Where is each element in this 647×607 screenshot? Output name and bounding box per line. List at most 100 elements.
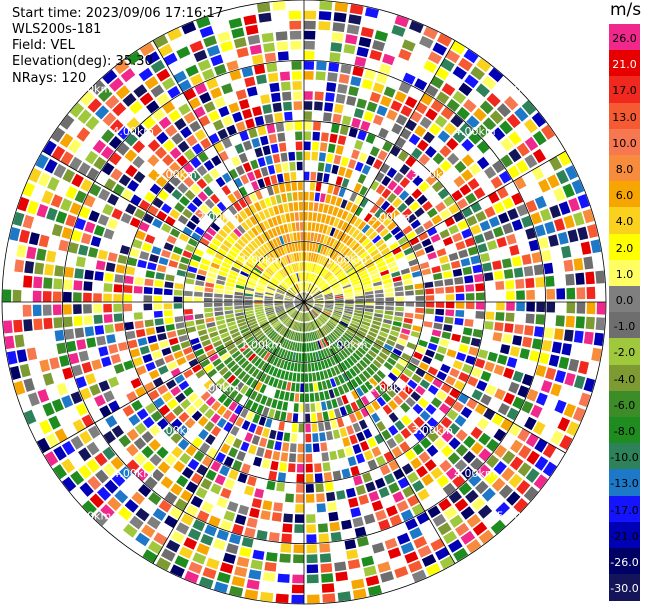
velocity-bin — [517, 428, 531, 442]
velocity-bin — [296, 463, 304, 473]
velocity-bin — [158, 365, 169, 375]
velocity-bin — [545, 367, 557, 381]
velocity-bin — [344, 224, 353, 234]
velocity-bin — [74, 218, 87, 231]
velocity-bin — [412, 242, 423, 252]
velocity-bin — [418, 231, 429, 241]
velocity-bin — [576, 287, 586, 300]
velocity-bin — [324, 307, 333, 311]
velocity-bin — [259, 277, 268, 284]
velocity-bin — [360, 273, 369, 280]
velocity-bin — [145, 51, 160, 65]
velocity-bin — [292, 413, 299, 422]
velocity-bin — [425, 146, 437, 158]
velocity-bin — [336, 208, 344, 218]
velocity-bin — [241, 537, 254, 548]
velocity-bin — [204, 408, 215, 419]
velocity-bin — [525, 468, 540, 483]
velocity-bin — [233, 37, 247, 49]
velocity-bin — [142, 460, 156, 474]
velocity-bin — [278, 142, 287, 152]
velocity-bin — [186, 326, 197, 334]
velocity-bin — [308, 311, 313, 320]
velocity-bin — [97, 214, 110, 226]
velocity-bin — [326, 274, 334, 281]
velocity-bin — [285, 318, 292, 326]
velocity-bin — [251, 355, 259, 365]
velocity-bin — [330, 345, 337, 354]
velocity-bin — [279, 390, 285, 400]
velocity-bin — [164, 491, 178, 505]
velocity-bin — [89, 493, 104, 508]
velocity-bin — [251, 227, 259, 236]
velocity-bin — [234, 354, 244, 363]
velocity-bin — [267, 315, 277, 320]
velocity-bin — [287, 265, 293, 274]
velocity-bin — [193, 106, 206, 119]
velocity-bin — [327, 72, 338, 82]
velocity-bin — [229, 585, 244, 597]
velocity-bin — [306, 252, 309, 261]
velocity-bin — [156, 557, 171, 571]
velocity-bin — [302, 292, 304, 301]
velocity-bin — [300, 232, 304, 241]
velocity-bin — [209, 168, 220, 179]
velocity-bin — [344, 446, 354, 457]
velocity-bin — [349, 355, 358, 364]
azimuth-spoke — [303, 40, 456, 303]
velocity-bin — [290, 172, 297, 181]
velocity-bin — [203, 160, 215, 171]
velocity-bin — [326, 322, 334, 330]
velocity-bin — [578, 360, 589, 375]
velocity-bin — [239, 324, 248, 331]
velocity-bin — [171, 189, 183, 200]
velocity-bin — [374, 208, 384, 219]
velocity-bin — [185, 320, 195, 327]
velocity-bin — [375, 72, 388, 85]
velocity-bin — [222, 137, 233, 149]
velocity-bin — [164, 317, 174, 324]
velocity-bin — [280, 269, 287, 277]
velocity-bin — [4, 335, 15, 350]
velocity-bin — [43, 140, 57, 156]
velocity-bin — [403, 279, 413, 285]
velocity-bin — [453, 547, 469, 562]
colorbar-segment — [609, 364, 640, 392]
velocity-bin — [304, 191, 309, 201]
velocity-bin — [355, 232, 364, 241]
velocity-bin — [259, 260, 268, 268]
velocity-bin — [299, 403, 304, 413]
velocity-bin — [208, 267, 219, 274]
velocity-bin — [305, 413, 311, 423]
velocity-bin — [563, 215, 575, 229]
velocity-bin — [325, 324, 332, 332]
velocity-bin — [390, 226, 401, 236]
velocity-bin — [456, 198, 469, 210]
velocity-bin — [376, 261, 386, 269]
velocity-bin — [246, 411, 255, 421]
velocity-bin — [344, 306, 354, 310]
velocity-bin — [419, 261, 430, 270]
velocity-bin — [453, 175, 466, 188]
velocity-bin — [95, 105, 110, 120]
velocity-bin — [286, 293, 295, 298]
velocity-bin — [126, 443, 139, 457]
velocity-bin — [461, 228, 472, 239]
velocity-bin — [347, 269, 356, 276]
velocity-bin — [244, 485, 255, 496]
velocity-bin — [439, 555, 455, 570]
velocity-bin — [141, 242, 153, 252]
velocity-bin — [291, 263, 296, 273]
velocity-bin — [355, 295, 364, 299]
velocity-bin — [208, 384, 218, 395]
velocity-bin — [460, 506, 475, 520]
velocity-bin — [526, 289, 535, 300]
azimuth-spoke — [152, 301, 305, 564]
velocity-bin — [279, 462, 288, 472]
velocity-bin — [304, 363, 308, 372]
velocity-bin — [207, 326, 217, 333]
velocity-bin — [250, 379, 259, 389]
velocity-bin — [359, 251, 369, 260]
velocity-bin — [446, 409, 459, 421]
velocity-bin — [226, 124, 237, 136]
